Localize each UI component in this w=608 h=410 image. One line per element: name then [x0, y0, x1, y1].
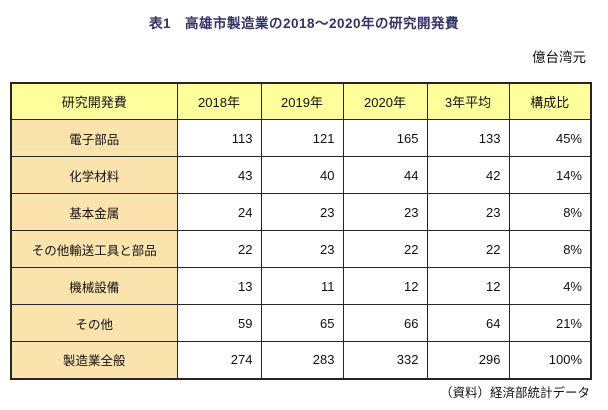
- value-cell: 14%: [508, 156, 592, 194]
- value-cell: 23: [426, 193, 510, 231]
- value-cell: 23: [260, 193, 344, 231]
- value-cell: 8%: [508, 193, 592, 231]
- unit-label: 億台湾元: [532, 50, 586, 65]
- row-label: 電子部品: [10, 119, 178, 157]
- value-cell: 332: [342, 341, 428, 379]
- header-cell-3yr-average: 3年平均: [426, 82, 510, 120]
- value-cell: 40: [260, 156, 344, 194]
- table-row: その他 59 65 66 64 21%: [10, 304, 592, 342]
- header-cell-composition: 構成比: [508, 82, 592, 120]
- value-cell: 64: [426, 304, 510, 342]
- value-cell: 11: [260, 267, 344, 305]
- value-cell: 66: [342, 304, 428, 342]
- value-cell: 23: [260, 230, 344, 268]
- row-label: その他: [10, 304, 178, 342]
- table-row: その他輸送工具と部品 22 23 22 22 8%: [10, 230, 592, 268]
- row-label: 機械設備: [10, 267, 178, 305]
- value-cell: 22: [426, 230, 510, 268]
- rd-expense-table: 研究開発費 2018年 2019年 2020年 3年平均 構成比 電子部品 11…: [10, 82, 592, 380]
- value-cell: 44: [342, 156, 428, 194]
- value-cell: 121: [260, 119, 344, 157]
- header-cell-category: 研究開発費: [10, 82, 178, 120]
- table-row: 機械設備 13 11 12 12 4%: [10, 267, 592, 305]
- page-title: 表1 高雄市製造業の2018～2020年の研究開発費: [148, 16, 460, 31]
- value-cell: 165: [342, 119, 428, 157]
- row-label: その他輸送工具と部品: [10, 230, 178, 268]
- value-cell: 22: [342, 230, 428, 268]
- header-cell-2019: 2019年: [260, 82, 344, 120]
- value-cell: 43: [176, 156, 262, 194]
- table-row: 化学材料 43 40 44 42 14%: [10, 156, 592, 194]
- value-cell: 21%: [508, 304, 592, 342]
- value-cell: 45%: [508, 119, 592, 157]
- value-cell: 24: [176, 193, 262, 231]
- value-cell: 283: [260, 341, 344, 379]
- row-label: 化学材料: [10, 156, 178, 194]
- value-cell: 296: [426, 341, 510, 379]
- table-row: 製造業全般 274 283 332 296 100%: [10, 341, 592, 379]
- value-cell: 42: [426, 156, 510, 194]
- value-cell: 12: [426, 267, 510, 305]
- value-cell: 65: [260, 304, 344, 342]
- value-cell: 12: [342, 267, 428, 305]
- value-cell: 23: [342, 193, 428, 231]
- value-cell: 59: [176, 304, 262, 342]
- value-cell: 274: [176, 341, 262, 379]
- value-cell: 4%: [508, 267, 592, 305]
- table-row: 電子部品 113 121 165 133 45%: [10, 119, 592, 157]
- table-row: 基本金属 24 23 23 23 8%: [10, 193, 592, 231]
- value-cell: 8%: [508, 230, 592, 268]
- value-cell: 22: [176, 230, 262, 268]
- source-note: （資料）経済部統計データ: [439, 386, 590, 400]
- header-cell-2020: 2020年: [342, 82, 428, 120]
- header-cell-2018: 2018年: [176, 82, 262, 120]
- value-cell: 113: [176, 119, 262, 157]
- value-cell: 100%: [508, 341, 592, 379]
- row-label: 製造業全般: [10, 341, 178, 379]
- table-header-row: 研究開発費 2018年 2019年 2020年 3年平均 構成比: [10, 82, 592, 120]
- row-label: 基本金属: [10, 193, 178, 231]
- value-cell: 133: [426, 119, 510, 157]
- value-cell: 13: [176, 267, 262, 305]
